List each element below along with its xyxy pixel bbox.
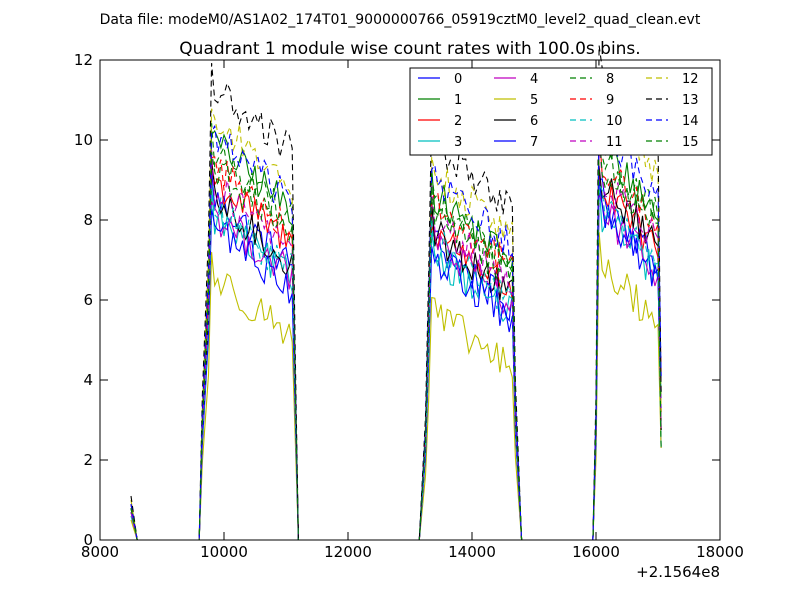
y-tick-labels: 0 2 4 6 8 10 12 [74,51,93,549]
legend-label-4: 4 [530,72,538,87]
series-line-7 [130,179,662,541]
y-tick-label: 0 [83,531,93,549]
y-tick-label: 12 [74,51,93,69]
legend-label-13: 13 [682,93,699,108]
series-line-5 [130,232,662,541]
y-tick-label: 10 [74,131,93,149]
legend-label-6: 6 [530,114,538,129]
series-layer [130,45,662,541]
series-line-10 [130,184,662,541]
y-tick-label: 6 [83,291,93,309]
y-tick-label: 4 [83,371,93,389]
legend-label-14: 14 [682,114,699,129]
legend-label-12: 12 [682,72,699,87]
legend-label-10: 10 [606,114,623,129]
chart-title: Quadrant 1 module wise count rates with … [179,39,640,59]
legend-label-3: 3 [454,135,462,150]
axis-ticks [99,59,721,541]
x-tick-label: 10000 [200,543,248,561]
x-tick-label: 18000 [696,543,744,561]
legend-label-15: 15 [682,135,699,150]
x-tick-label: 8000 [81,543,119,561]
x-offset-label: +2.1564e8 [636,563,720,581]
legend-label-8: 8 [606,72,614,87]
x-tick-label: 14000 [448,543,496,561]
series-line-15 [130,128,662,541]
series-line-11 [130,142,662,541]
y-tick-label: 2 [83,451,93,469]
series-line-14 [130,111,662,541]
legend-label-11: 11 [606,135,623,150]
legend-label-7: 7 [530,135,538,150]
x-tick-label: 16000 [572,543,620,561]
legend-label-2: 2 [454,114,462,129]
legend-label-5: 5 [530,93,538,108]
x-tick-label: 12000 [324,543,372,561]
legend-label-9: 9 [606,93,614,108]
x-tick-labels: 8000 10000 12000 14000 16000 18000 [81,543,744,561]
legend-label-0: 0 [454,72,462,87]
suptitle: Data file: modeM0/AS1A02_174T01_90000007… [100,12,701,28]
legend-label-1: 1 [454,93,462,108]
y-tick-label: 8 [83,211,93,229]
